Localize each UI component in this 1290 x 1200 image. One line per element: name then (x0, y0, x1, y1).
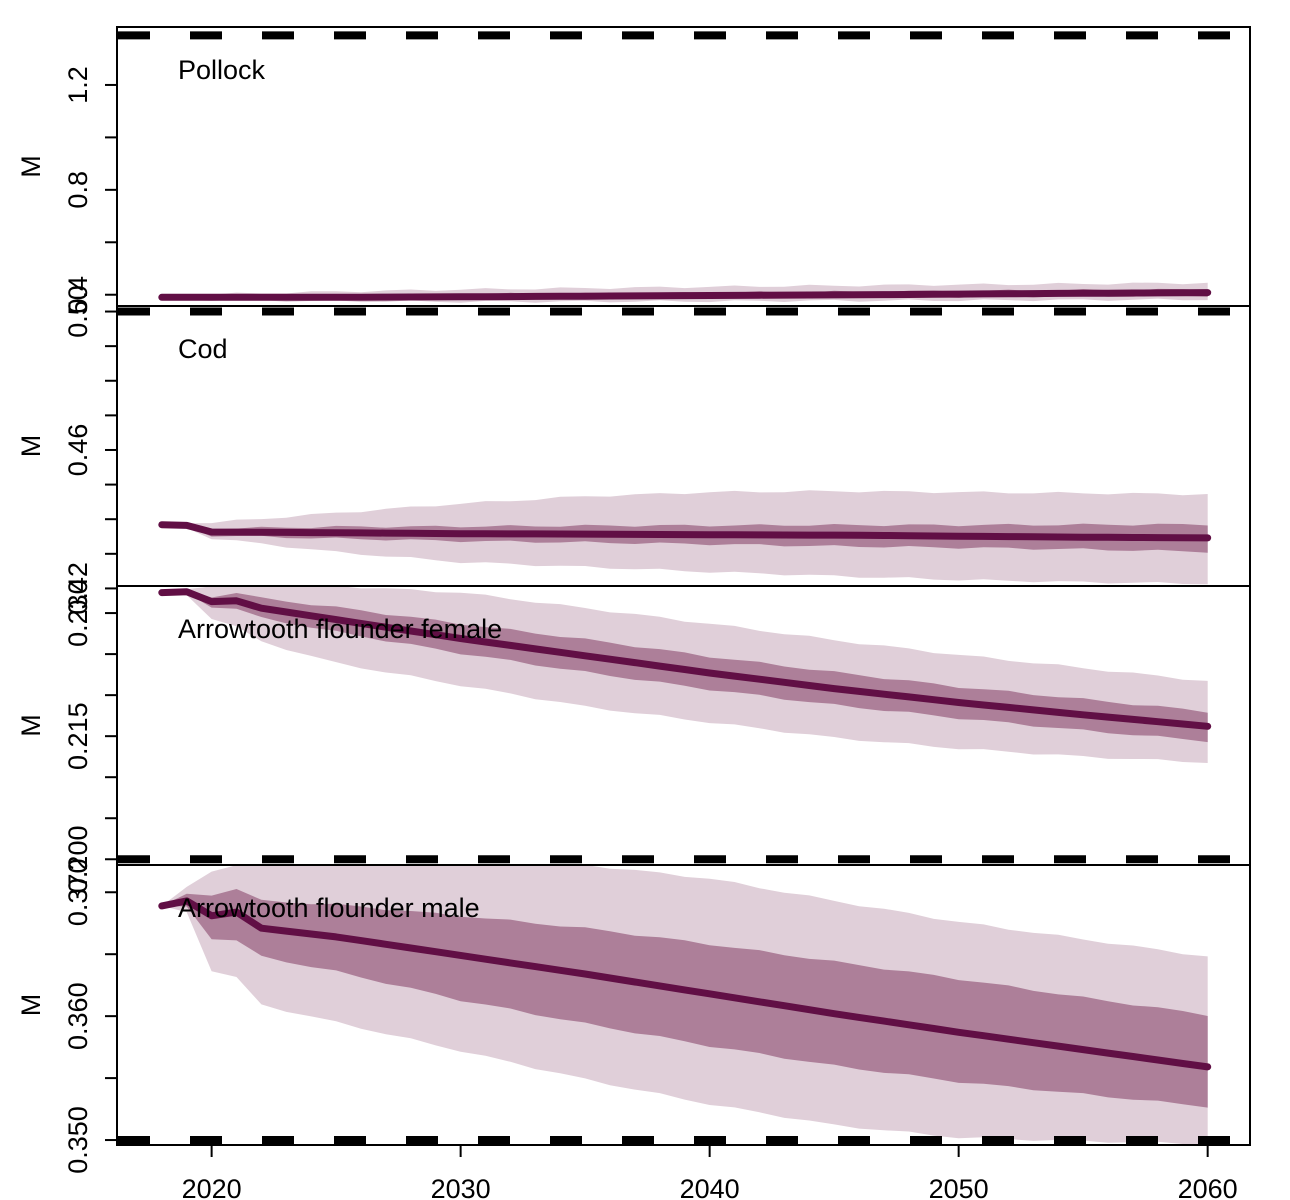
median-line (158, 521, 1212, 542)
x-tick-label: 2030 (431, 1174, 491, 1200)
panel-1: 0.4 0.8 1.2 M Pollock (16, 26, 1251, 314)
y-axis-title: M (16, 714, 46, 737)
y-tick-label: 0.8 (63, 171, 93, 209)
x-tick-label: 2020 (182, 1174, 242, 1200)
median-line (158, 289, 1212, 301)
plot-area (158, 490, 1212, 585)
y-tick-label: 0.42 (63, 562, 93, 615)
panel-label: Pollock (178, 55, 266, 85)
y-tick-label: 0.50 (63, 285, 93, 338)
plot-area (158, 282, 1212, 303)
inner-uncertainty-band (161, 889, 1208, 1108)
panel-3: 0.200 0.215 0.230 M Arrowtooth flounder fema… (16, 579, 1251, 894)
y-tick-label: 0.350 (63, 1106, 93, 1174)
median-line (158, 588, 1212, 730)
x-axis: 2020 2030 2040 2050 2060 (182, 1145, 1238, 1200)
y-tick-label: 0.370 (63, 859, 93, 927)
y-tick-label: 0.230 (63, 579, 93, 647)
y-axis-title: M (16, 155, 46, 178)
y-tick-label: 1.2 (63, 66, 93, 104)
panel-label: Arrowtooth flounder female (178, 614, 502, 644)
y-tick-label: 0.215 (63, 702, 93, 770)
panel-2: 0.42 0.46 0.50 M Cod (16, 285, 1251, 615)
panel-label: Arrowtooth flounder male (178, 893, 480, 923)
y-axis-title: M (16, 435, 46, 458)
median-line (158, 897, 1212, 1071)
panel-label: Cod (178, 334, 228, 364)
panel-frame (116, 864, 1251, 1146)
y-tick-label: 0.46 (63, 424, 93, 477)
x-tick-label: 2040 (680, 1174, 740, 1200)
plot-area (158, 586, 1212, 763)
y-tick-label: 0.360 (63, 982, 93, 1050)
y-tick-label: 0.4 (63, 276, 93, 314)
panel-frame (116, 26, 1251, 307)
x-tick-label: 2050 (929, 1174, 989, 1200)
panel-4: 0.350 0.360 0.370 M Arrowtooth flounder male (16, 859, 1251, 1174)
y-axis-title: M (16, 994, 46, 1017)
y-tick-label: 0.200 (63, 826, 93, 894)
x-tick-label: 2060 (1178, 1174, 1238, 1200)
plot-area (158, 865, 1212, 1145)
